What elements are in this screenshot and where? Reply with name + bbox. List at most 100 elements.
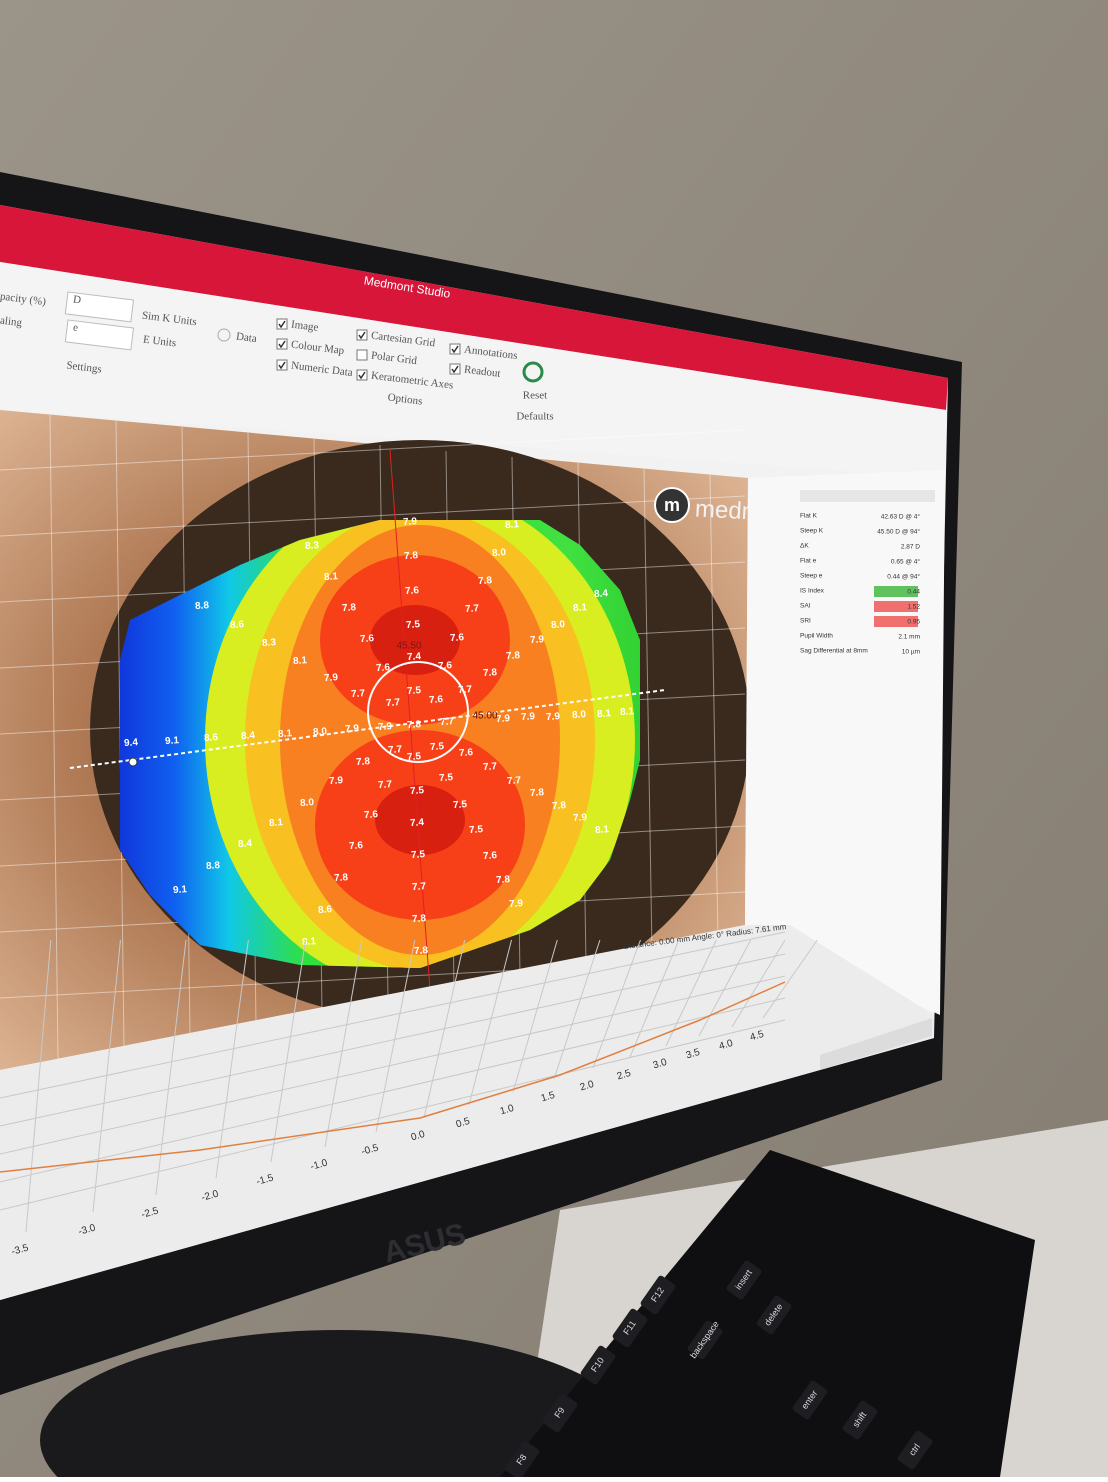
map-value: 7.9 [546, 711, 561, 723]
meridian-handle[interactable] [128, 757, 138, 767]
checkbox[interactable] [276, 338, 288, 350]
readout-label: Steep e [800, 573, 823, 580]
profile-x-tick: 2.5 [616, 1068, 633, 1083]
map-value: 7.6 [405, 585, 420, 597]
e-units-dropdown[interactable] [64, 319, 135, 351]
profile-x-tick: 1.5 [540, 1090, 557, 1105]
key [842, 1400, 878, 1440]
key [504, 1440, 540, 1480]
map-value: 8.0 [572, 709, 587, 721]
toolbar [0, 262, 946, 478]
profile-x-tick: -0.5 [360, 1142, 380, 1157]
data-button[interactable]: Data [235, 331, 257, 345]
profile-grid-line [215, 939, 249, 1179]
map-value: 8.8 [195, 600, 210, 612]
keratometric-axis [389, 449, 431, 991]
map-value: 7.8 [496, 874, 511, 886]
check-mark [278, 361, 286, 370]
readout-toolbar [800, 490, 935, 502]
map-value: 7.7 [507, 775, 522, 787]
colour-map [120, 520, 640, 968]
map-value: 7.5 [469, 824, 484, 836]
map-value: 8.6 [230, 619, 245, 631]
map-value: 8.1 [293, 655, 308, 667]
map-value: 7.7 [440, 716, 455, 728]
map-value: 7.9 [378, 721, 393, 733]
key [756, 1295, 792, 1335]
map-value: 8.0 [492, 547, 507, 559]
keyboard-keys: F8F9F10F11F12backspaceentershiftctrldele… [504, 1260, 933, 1480]
key [580, 1345, 616, 1385]
map-value: 7.8 [356, 756, 371, 768]
key-label: F8 [514, 1452, 528, 1466]
checkbox[interactable] [356, 349, 368, 361]
map-value: 7.6 [360, 633, 375, 645]
profile-grid-line [512, 939, 558, 1093]
checkbox[interactable] [356, 329, 368, 341]
map-value: 8.1 [595, 824, 610, 836]
checkbox[interactable] [276, 318, 288, 330]
map-labels: 7.9 8.1 8.3 7.8 8.0 8.1 7.8 8.4 7.6 8.8 7.8 7.7 8.1 8… [124, 516, 635, 957]
map-value: 7.7 [351, 688, 366, 700]
profile-x-tick: 4.5 [749, 1029, 766, 1044]
sim-k-dropdown[interactable] [64, 291, 135, 323]
check-mark [451, 365, 459, 374]
e-units-value: e [72, 322, 78, 335]
map-value: 7.7 [412, 881, 427, 893]
map-value: 8.1 [505, 519, 520, 531]
map-value: 7.5 [407, 685, 422, 697]
map-value: 7.9 [521, 711, 536, 723]
profile-grid-line [665, 939, 717, 1047]
readout-value: 0.44 @ 94° [887, 573, 920, 581]
map-value: 8.6 [318, 904, 333, 916]
profile-grid-line [629, 939, 680, 1058]
checkbox[interactable] [449, 343, 461, 355]
readout-value: 2.1 mm [898, 634, 920, 641]
profile-grid-line [762, 939, 818, 1019]
profile-grid-line [0, 997, 786, 1183]
checkbox[interactable] [449, 363, 461, 375]
map-value: 7.8 [414, 945, 429, 957]
taskbar [820, 1018, 932, 1070]
map-value: 7.9 [573, 812, 588, 824]
check-mark [358, 371, 366, 380]
profile-x-tick: 0.5 [455, 1116, 472, 1131]
grid-line [709, 474, 719, 941]
readout-value: 42.63 D @ 4° [881, 513, 921, 521]
map-value: 8.3 [262, 637, 277, 649]
map-value: 7.7 [378, 779, 393, 791]
map-value: 8.1 [269, 817, 284, 829]
map-value: 7.9 [324, 672, 339, 684]
grid-line [49, 414, 59, 1061]
map-value: 7.5 [439, 772, 454, 784]
opacity-label: pacity (%) [0, 291, 47, 309]
map-value: 7.5 [453, 799, 468, 811]
key [897, 1430, 933, 1470]
key [726, 1260, 762, 1300]
monitor-stand [40, 1330, 640, 1482]
map-value: 9.4 [124, 737, 139, 749]
map-value: 7.6 [450, 632, 465, 644]
profile-curve [0, 981, 786, 1173]
reset-button[interactable]: Reset Defaults [516, 361, 554, 423]
profile-x-tick: 3.5 [685, 1047, 702, 1062]
check-mark [451, 345, 459, 354]
map-value: 8.4 [241, 730, 256, 742]
profile-grid-line [0, 953, 786, 1127]
data-icon [217, 328, 231, 342]
e-units-label: E Units [142, 334, 177, 350]
profile-grid-line [468, 939, 513, 1106]
map-value: 7.7 [458, 684, 473, 696]
checkbox[interactable] [276, 359, 288, 371]
checkbox[interactable] [356, 369, 368, 381]
profile-x-tick: -1.5 [255, 1172, 275, 1187]
profile-meridian [69, 689, 666, 769]
profile-x-tick: -1.0 [309, 1157, 329, 1172]
map-value: 7.7 [483, 761, 498, 773]
map-value: 7.6 [429, 694, 444, 706]
map-value: 7.6 [438, 660, 453, 672]
map-value: 8.1 [620, 706, 635, 718]
key-label: F9 [552, 1405, 566, 1419]
map-value: 7.6 [364, 809, 379, 821]
